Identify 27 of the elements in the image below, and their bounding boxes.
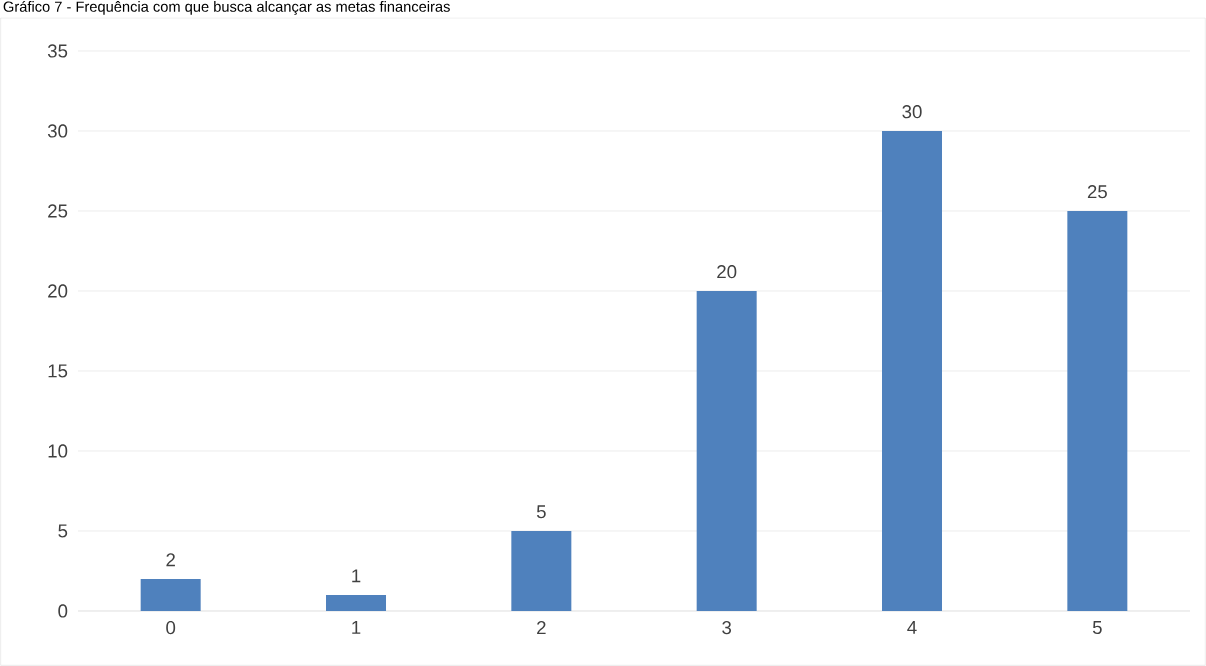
x-tick-label: 0 — [166, 621, 176, 635]
bar — [140, 578, 201, 611]
data-label: 30 — [902, 105, 922, 119]
x-tick-label: 4 — [907, 621, 917, 634]
bar — [326, 594, 387, 611]
y-tick-label: 25 — [48, 204, 68, 218]
y-tick-label: 20 — [48, 284, 68, 298]
x-tick-label: 2 — [537, 621, 546, 635]
y-tick-label: 15 — [48, 364, 68, 378]
data-label: 25 — [1087, 185, 1107, 199]
x-tick-label: 5 — [1092, 621, 1102, 635]
data-label: 5 — [536, 505, 546, 519]
bar — [511, 530, 572, 611]
x-tick-label: 3 — [722, 621, 732, 635]
data-label: 20 — [717, 265, 737, 279]
data-label: 1 — [352, 569, 361, 583]
y-tick-label: 35 — [47, 44, 68, 58]
bar — [882, 130, 942, 611]
data-label: 2 — [166, 553, 175, 567]
y-tick-label: 30 — [47, 124, 68, 138]
y-tick-label: 5 — [58, 524, 68, 538]
y-tick-label: 10 — [48, 444, 68, 458]
bar — [1067, 210, 1128, 611]
x-tick-label: 1 — [352, 621, 361, 634]
bar — [696, 290, 757, 611]
y-tick-label: 0 — [58, 604, 68, 618]
chart-title: Gráfico 7 - Frequência com que busca alcançar as metas financeiras — [3, 0, 450, 15]
